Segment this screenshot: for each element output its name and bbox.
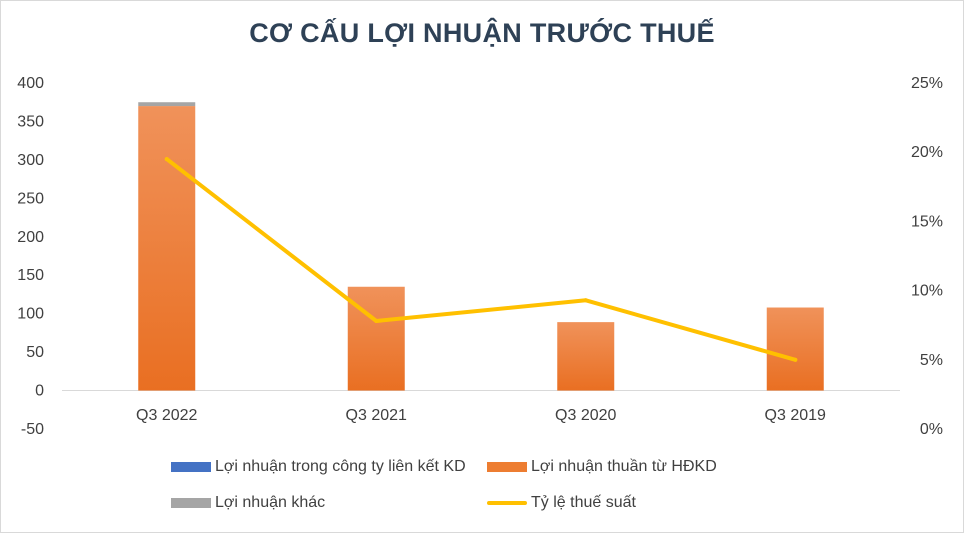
y-left-tick-label: 100	[17, 306, 44, 323]
x-tick-label: Q3 2021	[346, 407, 407, 424]
y-left-tick-label: 200	[17, 229, 44, 246]
y-left-tick-label: 50	[26, 344, 44, 361]
bar-segment	[557, 322, 615, 391]
y-left-tick-label: 150	[17, 267, 44, 284]
bar-segment	[138, 102, 196, 107]
tax-rate-point	[583, 298, 588, 303]
y-left-tick-label: 300	[17, 152, 44, 169]
tax-rate-point	[793, 357, 798, 362]
y-right-tick-label: 5%	[920, 352, 943, 369]
tax-rate-point	[374, 319, 379, 324]
y-right-tick-label: 10%	[911, 283, 943, 300]
tax-rate-line	[164, 157, 798, 362]
chart-title: CƠ CẤU LỢI NHUẬN TRƯỚC THUẾ	[249, 18, 715, 48]
y-left-tick-label: 0	[35, 383, 44, 400]
y-right-tick-label: 20%	[911, 144, 943, 161]
y-left-tick-label: 400	[17, 75, 44, 92]
y-left-tick-label: -50	[21, 421, 44, 438]
x-tick-label: Q3 2020	[555, 407, 616, 424]
y-left-tick-label: 350	[17, 113, 44, 130]
y-right-tick-label: 15%	[911, 213, 943, 230]
bar-segment	[138, 106, 196, 391]
tax-rate-point	[164, 157, 169, 162]
y-right-tick-label: 0%	[920, 421, 943, 438]
bar-segment	[766, 307, 824, 391]
y-left-tick-label: 250	[17, 190, 44, 207]
x-tick-label: Q3 2022	[136, 407, 197, 424]
y-right-tick-label: 25%	[911, 75, 943, 92]
bar-segment	[347, 286, 405, 391]
x-tick-label: Q3 2019	[765, 407, 826, 424]
